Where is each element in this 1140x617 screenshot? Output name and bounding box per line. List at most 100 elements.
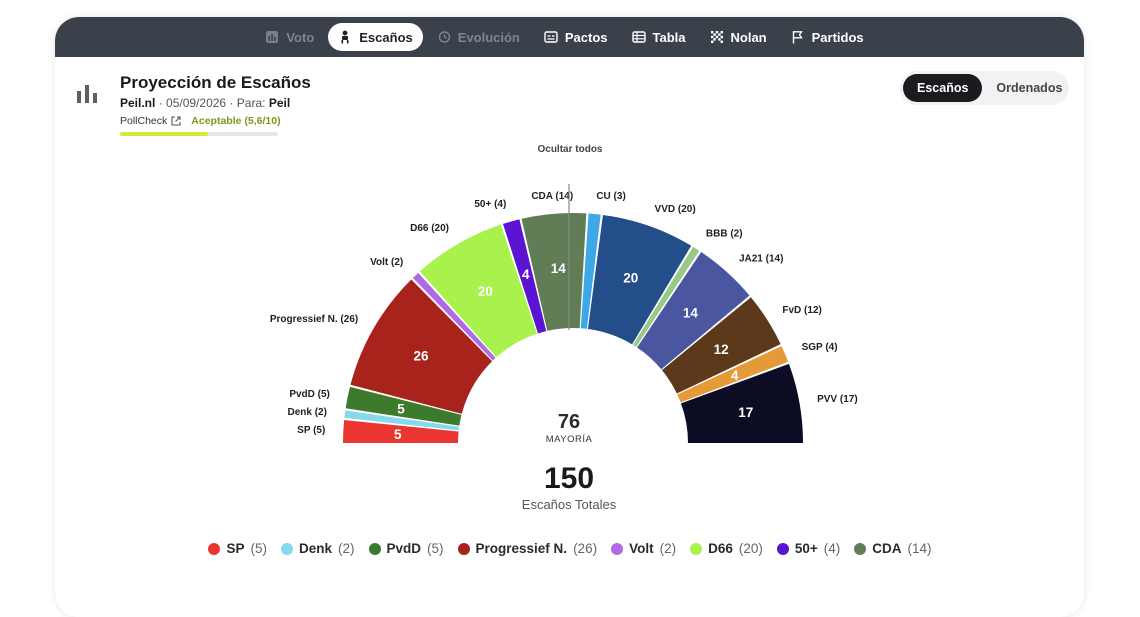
legend-seat-count: (5) — [250, 541, 267, 556]
table-icon — [631, 31, 646, 43]
seat-segment-denk[interactable] — [344, 410, 460, 431]
view-toggle: Escaños Ordenados — [900, 71, 1069, 105]
legend-item[interactable]: 50+ (4) — [776, 541, 840, 556]
seat-count-label: 17 — [738, 405, 753, 420]
seat-segment-vvd[interactable] — [587, 214, 692, 345]
pollcheck-score: Aceptable (5,6/10) — [191, 115, 281, 127]
legend-party-name: CDA — [872, 541, 902, 556]
legend-color-dot — [690, 542, 703, 555]
legend-party-name: Volt — [629, 541, 654, 556]
legend-party-name: Progressief N. — [475, 541, 568, 556]
seat-segment-50-[interactable] — [502, 219, 547, 334]
party-label: JA21 (14) — [739, 254, 783, 265]
seat-count-label: 4 — [522, 267, 530, 282]
tab-pactos[interactable]: Pactos — [534, 23, 618, 51]
legend-color-dot — [457, 542, 470, 555]
party-label: SP (5) — [297, 425, 325, 436]
for-value: Peil — [268, 96, 291, 110]
legend-item[interactable]: Volt (2) — [611, 541, 676, 556]
legend-party-name: PvdD — [386, 541, 422, 556]
seat-segment-ja21[interactable] — [637, 252, 750, 370]
seat-segment-d66[interactable] — [419, 224, 537, 358]
seat-segment-sgp[interactable] — [677, 346, 789, 403]
tab-label: Evolución — [457, 29, 520, 45]
for-label: Para: — [236, 96, 266, 110]
seat-segment-pvdd[interactable] — [345, 386, 462, 426]
seat-count-label: 14 — [551, 261, 567, 276]
legend-seat-count: (2) — [338, 541, 355, 556]
legend-item[interactable]: Denk (2) — [280, 541, 355, 556]
party-label: CU (3) — [596, 191, 625, 202]
legend-seat-count: (26) — [573, 541, 598, 556]
legend-item[interactable]: SP (5) — [208, 541, 267, 556]
legend-seat-count: (14) — [907, 541, 932, 556]
party-label: SGP (4) — [802, 342, 838, 353]
chart-icon — [77, 85, 97, 103]
tab-tabla[interactable]: Tabla — [622, 23, 696, 51]
quality-bar — [120, 132, 278, 136]
tab-label: Pactos — [564, 29, 608, 45]
legend-color-dot — [611, 542, 624, 555]
seat-projection-card: Voto Escaños Evolución Pactos Tabla Nolan Part… — [55, 17, 1084, 617]
tab-label: Partidos — [811, 29, 864, 45]
seat-count-label: 5 — [397, 401, 405, 416]
tab-list: Voto Escaños Evolución Pactos Tabla Nolan Part… — [255, 23, 873, 51]
seat-segment-sp[interactable] — [343, 420, 459, 443]
seat-count-label: 20 — [623, 270, 638, 285]
nolan-grid-icon — [710, 31, 723, 43]
external-link-icon[interactable] — [171, 116, 181, 126]
legend-color-dot — [280, 542, 293, 555]
legend-item[interactable]: D66 (20) — [690, 541, 763, 556]
history-icon — [438, 31, 450, 43]
seat-count-label: 12 — [714, 342, 729, 357]
party-label: PvdD (5) — [289, 389, 330, 400]
seat-count-label: 26 — [413, 348, 429, 363]
party-label: Denk (2) — [288, 407, 327, 418]
legend-color-dot — [368, 542, 381, 555]
poll-source[interactable]: Peil.nl — [120, 96, 156, 110]
legend-party-name: D66 — [708, 541, 733, 556]
bar-chart-icon — [266, 31, 279, 43]
legend-item[interactable]: Progressief N. (26) — [457, 541, 598, 556]
legend-seat-count: (20) — [738, 541, 763, 556]
legend-party-name: 50+ — [794, 541, 818, 556]
legend-seat-count: (5) — [427, 541, 444, 556]
seat-segment-cu[interactable] — [580, 213, 601, 329]
seat-count-label: 20 — [478, 284, 493, 299]
parliament-chart: 5 SP (5) Denk (2) 5 PvdD (5) 26 Progressief N.… — [270, 184, 858, 512]
toggle-escanos[interactable]: Escaños — [903, 74, 983, 102]
majority-number: 76 — [558, 411, 580, 433]
toggle-ordenados[interactable]: Ordenados — [996, 81, 1063, 95]
seat-segment-pvv[interactable] — [680, 363, 803, 443]
majority-label: MAYORÍA — [546, 434, 593, 445]
party-label: Progressief N. (26) — [270, 314, 358, 325]
legend-color-dot — [854, 542, 867, 555]
view-tab-bar: Voto Escaños Evolución Pactos Tabla Nolan Part… — [55, 17, 1084, 57]
party-label: Volt (2) — [370, 257, 403, 268]
meta-separator: · — [229, 96, 237, 110]
legend-seat-count: (2) — [659, 541, 677, 556]
legend-color-dot — [776, 542, 789, 555]
page-title: Proyección de Escaños — [120, 73, 311, 92]
legend-item[interactable]: CDA (14) — [854, 541, 932, 556]
seat-segment-progressief-n-[interactable] — [350, 279, 493, 414]
seat-segment-cda[interactable] — [521, 212, 587, 331]
legend-item[interactable]: PvdD (5) — [368, 541, 444, 556]
seat-segment-volt[interactable] — [412, 272, 496, 361]
tab-evolucion: Evolución — [427, 23, 530, 51]
tab-nolan[interactable]: Nolan — [700, 23, 777, 51]
seat-segment-fvd[interactable] — [661, 297, 781, 394]
tab-partidos[interactable]: Partidos — [781, 23, 874, 51]
legend-party-name: Denk — [298, 541, 332, 556]
seat-segment-bbb[interactable] — [633, 246, 700, 347]
tab-label: Voto — [286, 29, 315, 45]
seat-count-label: 5 — [394, 427, 402, 442]
tab-label: Escaños — [359, 29, 413, 45]
pollcheck-label[interactable]: PollCheck — [120, 115, 168, 127]
hide-all-button[interactable]: Ocultar todos — [537, 144, 603, 155]
pact-icon — [544, 31, 558, 43]
party-label: FvD (12) — [782, 305, 821, 316]
seat-count-label: 14 — [683, 306, 699, 321]
total-seats-number: 150 — [544, 462, 594, 495]
tab-escanos[interactable]: Escaños — [328, 23, 423, 51]
